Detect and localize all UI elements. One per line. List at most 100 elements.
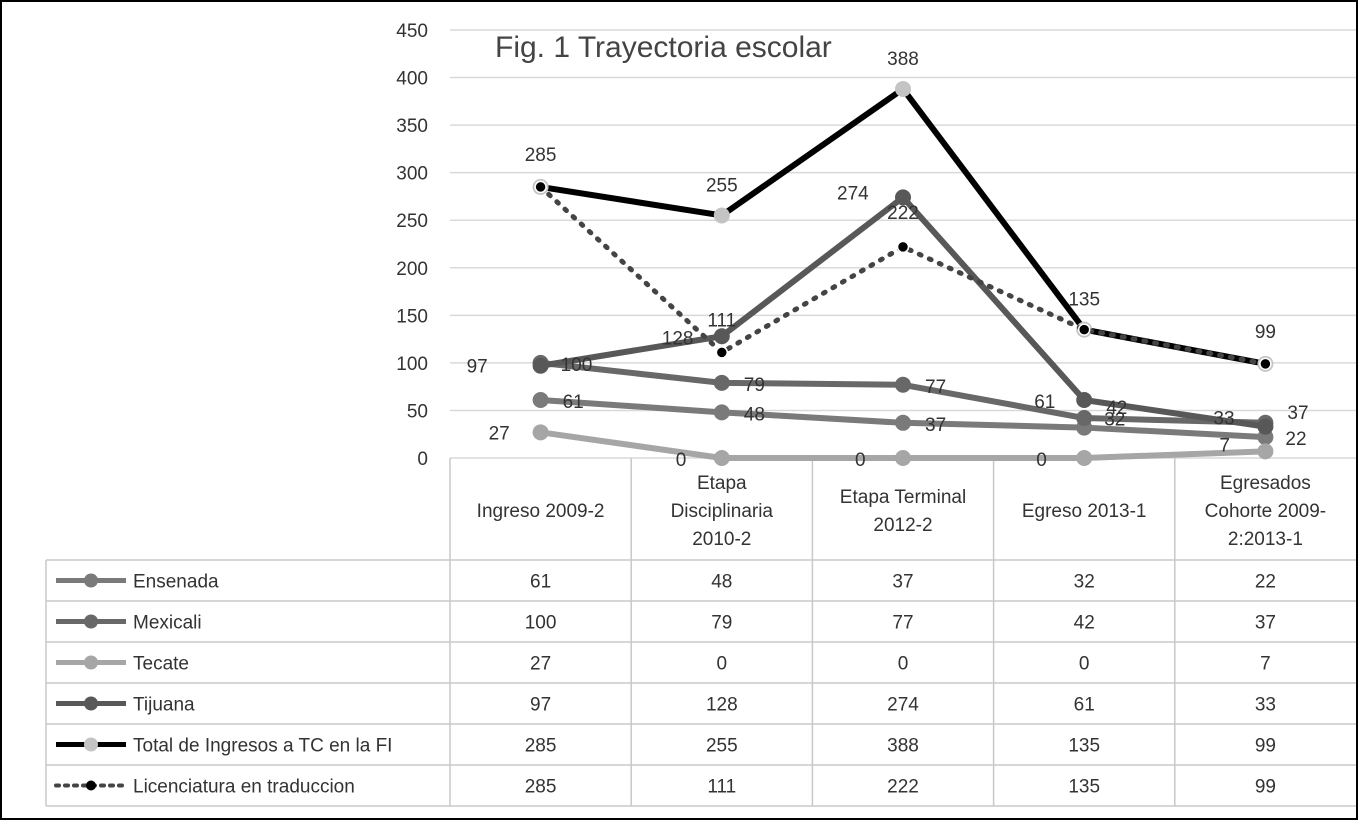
- y-tick-label: 150: [396, 306, 428, 327]
- data-label: 100: [561, 355, 593, 376]
- table-cell: 61: [1074, 695, 1095, 716]
- table-cell: 97: [530, 695, 551, 716]
- data-label: 37: [1287, 403, 1308, 424]
- table-cell: 27: [530, 654, 551, 675]
- data-label: 274: [837, 183, 869, 204]
- data-point: [532, 357, 549, 374]
- legend-key-tijuana: [56, 696, 126, 711]
- x-tick-label: 2:2013-1: [1228, 529, 1303, 550]
- data-point: [713, 450, 730, 466]
- data-label: 0: [855, 450, 866, 471]
- table-cell: 79: [711, 613, 732, 634]
- table-cell: 388: [887, 736, 919, 757]
- legend-key-total-de-ingresos-a-tc-en-la-fi: [56, 737, 126, 752]
- data-label: 97: [467, 357, 488, 378]
- table-cell: 77: [892, 613, 913, 634]
- legend-label-tecate: Tecate: [133, 654, 189, 675]
- legend-key-mexicali: [56, 614, 126, 629]
- legend-marker: [86, 780, 96, 791]
- x-tick-label: Disciplinaria: [671, 501, 774, 522]
- table-cell: 99: [1255, 736, 1276, 757]
- data-point: [534, 180, 547, 194]
- table-cell: 222: [887, 777, 919, 798]
- table-cell: 274: [887, 695, 919, 716]
- legend-marker: [84, 655, 98, 670]
- data-labels: 61 48 37 32 22 100 79 77 42 37 27 0 0 0 7 97 128 274 61 33 2…: [467, 49, 1309, 471]
- table-cell: 48: [711, 572, 732, 593]
- data-point: [895, 80, 911, 97]
- y-tick-label: 100: [396, 354, 428, 375]
- legend-marker: [84, 573, 98, 588]
- data-label: 32: [1104, 410, 1125, 431]
- data-point: [1076, 391, 1093, 408]
- data-label: 48: [744, 404, 765, 425]
- legend-label-total-de-ingresos-a-tc-en-la-fi: Total de Ingresos a TC en la FI: [133, 736, 392, 757]
- table-cell: 37: [892, 572, 913, 593]
- table-cell: 0: [898, 654, 909, 675]
- data-point: [896, 240, 910, 254]
- table-cell: 135: [1068, 736, 1100, 757]
- x-tick-label: Egreso 2013-1: [1022, 501, 1147, 522]
- table-cell: 0: [1079, 654, 1090, 675]
- data-label: 111: [707, 310, 736, 331]
- data-point: [532, 391, 549, 408]
- data-point: [895, 376, 911, 393]
- data-point: [1076, 450, 1093, 466]
- data-point: [895, 189, 911, 206]
- table-cell: 0: [717, 654, 728, 675]
- legend-label-ensenada: Ensenada: [133, 572, 219, 593]
- legend-marker: [84, 614, 98, 629]
- table-cell: 7: [1260, 654, 1271, 675]
- table-cell: 22: [1255, 572, 1276, 593]
- data-label: 27: [489, 423, 510, 444]
- data-point: [715, 346, 729, 359]
- data-point: [1257, 443, 1274, 460]
- y-tick-label: 300: [396, 164, 428, 185]
- data-label: 135: [1068, 290, 1100, 311]
- x-tick-label: 2012-2: [873, 515, 932, 536]
- legend-key-ensenada: [56, 573, 126, 588]
- table-cell: 99: [1255, 777, 1276, 798]
- table-cell: 135: [1068, 777, 1100, 798]
- data-point: [713, 207, 730, 224]
- data-label: 99: [1255, 322, 1276, 343]
- plot-area: [532, 80, 1274, 466]
- data-label: 0: [676, 450, 687, 471]
- data-label: 79: [744, 375, 765, 396]
- data-point: [895, 450, 911, 466]
- legend-label-mexicali: Mexicali: [133, 613, 202, 634]
- x-tick-label: Etapa Terminal: [840, 487, 966, 508]
- table-cell: 33: [1255, 695, 1276, 716]
- data-label: 77: [925, 377, 946, 398]
- legend-marker: [84, 737, 98, 752]
- y-tick-label: 350: [396, 116, 428, 137]
- y-tick-label: 50: [407, 401, 428, 422]
- series-tecate: [532, 424, 1274, 466]
- data-table: Ingreso 2009-2 Etapa Disciplinaria 2010-2 Et…: [45, 458, 1356, 807]
- data-point: [1077, 323, 1091, 336]
- legend-label-licenciatura-en-traduccion: Licenciatura en traduccion: [133, 777, 355, 798]
- y-tick-label: 400: [396, 69, 428, 90]
- y-tick-label: 450: [396, 21, 428, 42]
- x-tick-label: Cohorte 2009-: [1205, 501, 1326, 522]
- data-label: 33: [1213, 409, 1234, 430]
- data-label: 128: [662, 328, 694, 349]
- legend-label-tijuana: Tijuana: [133, 695, 195, 716]
- data-point: [1257, 418, 1274, 435]
- table-cell: 111: [707, 777, 736, 798]
- y-tick-label: 0: [417, 449, 428, 470]
- series-tijuana: [532, 189, 1274, 435]
- data-label: 37: [925, 415, 946, 436]
- gridlines: [450, 29, 1356, 459]
- data-label: 61: [563, 392, 584, 413]
- legend-marker: [84, 696, 98, 711]
- data-point: [532, 424, 549, 441]
- legend-key-tecate: [56, 655, 126, 670]
- chart-title: Fig. 1 Trayectoria escolar: [495, 31, 832, 64]
- table-cell: 100: [525, 613, 557, 634]
- legend-key-licenciatura-en-traduccion: [54, 780, 128, 791]
- y-tick-label: 250: [396, 211, 428, 232]
- y-tick-label: 200: [396, 259, 428, 280]
- x-tick-label: Ingreso 2009-2: [477, 501, 605, 522]
